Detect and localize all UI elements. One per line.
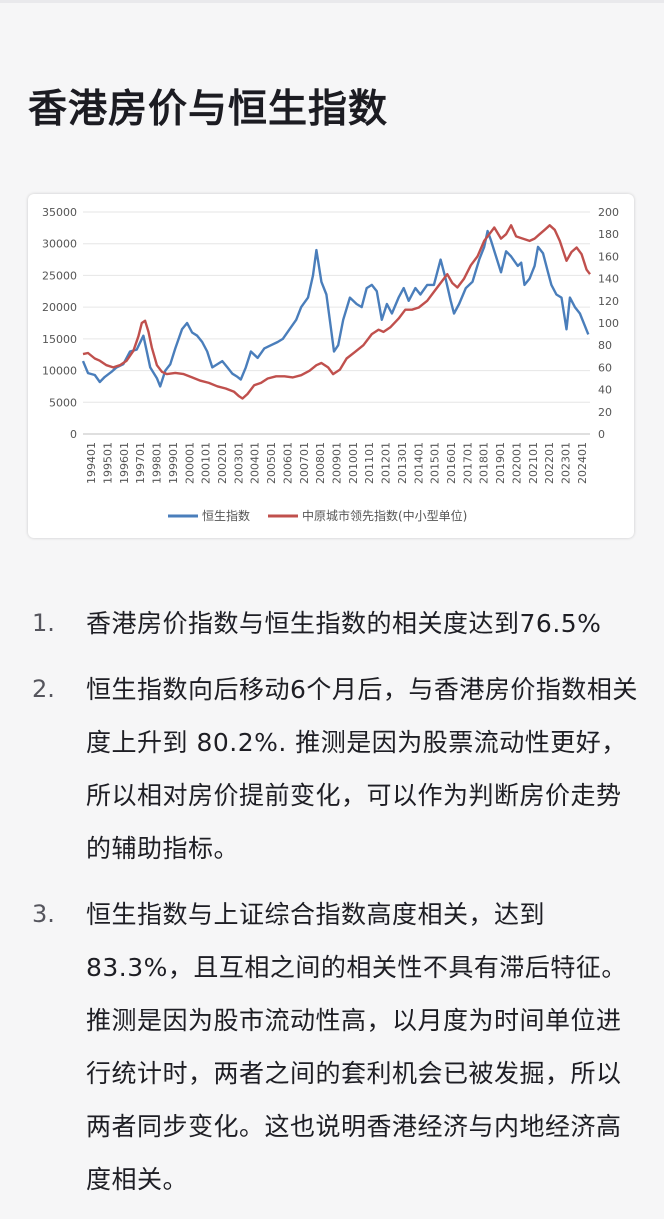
y-left-tick-label: 0: [70, 428, 77, 441]
y-right-tick-label: 80: [598, 339, 612, 352]
x-tick-label: 200501: [265, 442, 278, 484]
list-number: 2.: [32, 675, 55, 703]
list-text: 恒生指数向后移动6个月后，与香港房价指数相关度上升到 80.2%. 推测是因为股…: [86, 675, 638, 863]
x-tick-label: 200401: [249, 442, 262, 484]
x-tick-label: 199701: [134, 442, 147, 484]
x-tick-label: 199401: [85, 442, 98, 484]
chart-card: 0 5000 10000 15000 20000 25000 30000 35000 0 20 40…: [28, 194, 634, 538]
x-tick-label: 202201: [543, 442, 556, 484]
x-tick-label: 200901: [331, 442, 344, 484]
y-right-tick-label: 200: [598, 206, 619, 219]
list-number: 1.: [32, 609, 55, 637]
x-tick-label: 201701: [461, 442, 474, 484]
top-divider: [0, 0, 664, 3]
y-right-tick-label: 140: [598, 273, 619, 286]
hsi-property-chart: 0 5000 10000 15000 20000 25000 30000 35000 0 20 40…: [42, 206, 619, 523]
x-tick-label: 202001: [510, 442, 523, 484]
x-tick-label: 199901: [167, 442, 180, 484]
y-left-tick-label: 25000: [42, 269, 77, 282]
list-text: 香港房价指数与恒生指数的相关度达到76.5%: [86, 609, 602, 638]
x-tick-label: 201301: [396, 442, 409, 484]
x-tick-label: 202401: [576, 442, 589, 484]
x-tick-label: 200601: [281, 442, 294, 484]
list-item: 3. 恒生指数与上证综合指数高度相关，达到83.3%，且互相之间的相关性不具有滞…: [30, 888, 640, 1206]
y-right-tick-label: 60: [598, 361, 612, 374]
list-number: 3.: [32, 900, 55, 928]
y-right-tick-label: 40: [598, 384, 612, 397]
y-right-tick-label: 160: [598, 250, 619, 263]
page-title: 香港房价与恒生指数: [28, 87, 389, 132]
x-tick-label: 201001: [347, 442, 360, 484]
x-tick-label: 201901: [494, 442, 507, 484]
x-tick-label: 200001: [183, 442, 196, 484]
analysis-list: 1. 香港房价指数与恒生指数的相关度达到76.5% 2. 恒生指数向后移动6个月…: [30, 597, 640, 1219]
legend-label-hsi: 恒生指数: [202, 508, 250, 523]
x-tick-label: 199501: [102, 442, 115, 484]
x-tick-label: 201601: [445, 442, 458, 484]
x-tick-label: 200801: [314, 442, 327, 484]
series-line-hsi: [81, 229, 590, 388]
list-text: 恒生指数与上证综合指数高度相关，达到83.3%，且互相之间的相关性不具有滞后特征…: [86, 900, 627, 1194]
x-tick-label: 200201: [216, 442, 229, 484]
y-left-tick-label: 5000: [49, 396, 77, 409]
y-left-tick-label: 20000: [42, 301, 77, 314]
x-tick-label: 201801: [478, 442, 491, 484]
y-right-tick-label: 180: [598, 228, 619, 241]
y-right-tick-label: 120: [598, 295, 619, 308]
x-tick-label: 202301: [559, 442, 572, 484]
y-right-tick-label: 0: [598, 428, 605, 441]
x-tick-label: 200301: [232, 442, 245, 484]
x-tick-label: 200701: [298, 442, 311, 484]
x-tick-label: 201101: [363, 442, 376, 484]
x-tick-label: 200101: [200, 442, 213, 484]
list-item: 2. 恒生指数向后移动6个月后，与香港房价指数相关度上升到 80.2%. 推测是…: [30, 663, 640, 875]
series-line-cla: [82, 224, 591, 400]
legend-label-cla: 中原城市领先指数(中小型单位): [302, 508, 467, 523]
y-left-tick-label: 10000: [42, 365, 77, 378]
list-item: 1. 香港房价指数与恒生指数的相关度达到76.5%: [30, 597, 640, 650]
x-tick-label: 201501: [429, 442, 442, 484]
y-left-tick-label: 30000: [42, 238, 77, 251]
x-tick-label: 202101: [527, 442, 540, 484]
y-right-tick-label: 20: [598, 406, 612, 419]
x-tick-label: 199601: [118, 442, 131, 484]
x-tick-label: 201401: [412, 442, 425, 484]
x-tick-label: 201201: [380, 442, 393, 484]
y-right-tick-label: 100: [598, 317, 619, 330]
x-tick-label: 199801: [151, 442, 164, 484]
y-left-tick-label: 35000: [42, 206, 77, 219]
y-left-tick-label: 15000: [42, 333, 77, 346]
